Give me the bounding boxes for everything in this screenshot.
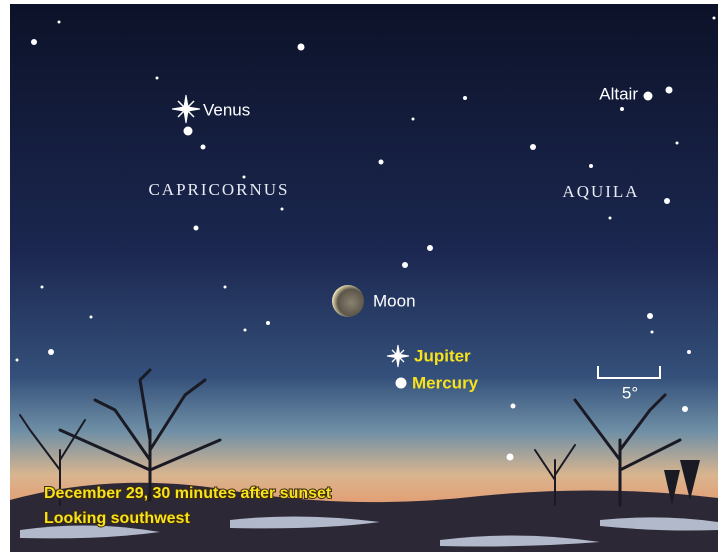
label-constellation: CAPRICORNUS [148, 180, 289, 199]
label-moon: Moon [373, 291, 416, 310]
label-mercury: Mercury [412, 373, 479, 392]
scale-label: 5° [622, 383, 638, 402]
label-altair: Altair [599, 84, 638, 103]
label-constellation: AQUILA [562, 182, 639, 201]
moon [332, 285, 364, 317]
label-venus: Venus [203, 100, 250, 119]
sky-chart: Venus CAPRICORNUS Altair AQUILA Moon Jup… [0, 0, 722, 556]
caption: December 29, 30 minutes after sunset [44, 485, 332, 502]
caption: Looking southwest [44, 510, 190, 527]
label-jupiter: Jupiter [414, 346, 471, 365]
